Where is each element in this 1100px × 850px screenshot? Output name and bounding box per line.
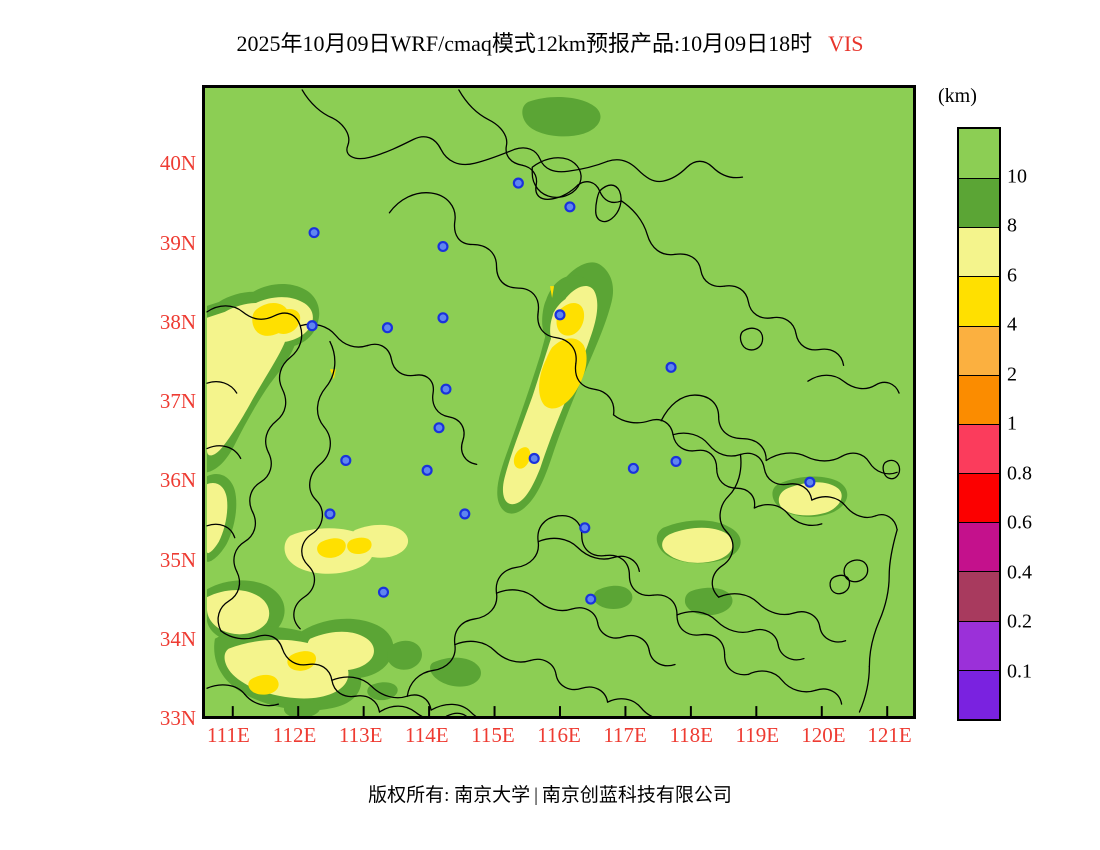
colorbar-tick-labels: 10 8 6 4 2 1 0.8 0.6 0.4 0.2 0.1 [1007,127,1097,721]
station-marker[interactable] [308,227,320,239]
station-marker[interactable] [377,586,390,598]
title-main-text: 2025年10月09日WRF/cmaq模式12km预报产品:10月09日18时 [236,31,813,56]
latitude-tick-38n: 38N [159,309,196,334]
longitude-tick-113e: 113E [338,723,383,747]
axis-ticks [231,706,889,716]
station-marker[interactable] [421,464,433,476]
colorbar-label-4: 4 [1007,313,1017,336]
station-marker[interactable] [804,476,816,488]
latitude-axis: 40N 39N 38N 37N 36N 35N 34N 33N [110,85,196,730]
longitude-tick-115e: 115E [471,723,515,747]
colorbar-label-0-2: 0.2 [1007,610,1032,633]
station-marker[interactable] [437,240,449,253]
latitude-tick-34n: 34N [159,626,196,651]
longitude-tick-117e: 117E [603,723,647,747]
colorbar-segment-6 [959,423,999,474]
longitude-tick-121e: 121E [867,723,912,747]
station-marker[interactable] [381,322,394,334]
station-marker[interactable] [528,452,540,465]
longitude-axis: 111E 112E 113E 114E 115E 116E 117E 118E 119E 120E… [202,723,916,757]
colorbar-label-8: 8 [1007,214,1017,237]
colorbar-label-0-6: 0.6 [1007,511,1032,534]
colorbar-label-6: 6 [1007,264,1017,286]
station-marker[interactable] [564,201,576,213]
latitude-tick-35n: 35N [159,547,196,572]
latitude-tick-39n: 39N [159,230,196,255]
colorbar-segment-10 [959,620,999,670]
colorbar-label-2: 2 [1007,363,1017,385]
longitude-tick-112e: 112E [272,723,317,747]
longitude-tick-114e: 114E [404,723,449,747]
colorbar [957,127,1001,721]
station-marker[interactable] [433,422,445,434]
colorbar-segment-1 [959,178,999,228]
footer-company-text: 南京创蓝科技有限公司 [541,785,732,806]
footer-separator: | [534,785,538,806]
station-marker[interactable] [554,309,566,321]
colorbar-label-1: 1 [1007,412,1017,435]
station-marker[interactable] [627,462,639,474]
latitude-tick-40n: 40N [159,151,196,176]
administrative-boundaries [206,89,901,716]
title-variable-label: VIS [828,31,864,56]
footer-copyright-text: 版权所有: 南京大学 [368,785,531,806]
station-marker[interactable] [665,361,677,373]
longitude-tick-119e: 119E [735,723,780,747]
station-marker[interactable] [579,522,591,534]
station-marker[interactable] [440,383,452,395]
longitude-tick-111e: 111E [207,723,250,747]
station-marker[interactable] [512,177,524,189]
longitude-tick-120e: 120E [801,723,846,747]
station-marker[interactable] [437,312,449,324]
page-title: 2025年10月09日WRF/cmaq模式12km预报产品:10月09日18时 V… [0,26,1100,58]
station-marker[interactable] [459,508,471,520]
colorbar-segment-11 [959,669,999,719]
footer-copyright: 版权所有: 南京大学 | 南京创蓝科技有限公司 [0,780,1100,807]
colorbar-segment-9 [959,571,999,621]
colorbar-segment-8 [959,522,999,572]
colorbar-unit-label: (km) [938,85,977,107]
station-marker[interactable] [670,455,682,467]
colorbar-segment-2 [959,227,999,277]
latitude-tick-36n: 36N [159,468,196,493]
colorbar-segment-7 [959,473,999,523]
station-marker[interactable] [306,320,318,332]
colorbar-segment-4 [959,325,999,375]
colorbar-label-10: 10 [1007,165,1027,187]
station-marker[interactable] [585,593,597,605]
forecast-map[interactable] [202,85,916,719]
colorbar-segment-5 [959,374,999,424]
colorbar-segment-3 [959,276,999,326]
colorbar-label-0-1: 0.1 [1007,660,1032,682]
latitude-tick-37n: 37N [159,389,196,413]
colorbar-label-0-4: 0.4 [1007,561,1032,583]
station-markers[interactable] [306,177,816,605]
latitude-tick-33n: 33N [159,706,196,730]
visibility-contour-map[interactable] [202,85,916,719]
station-marker[interactable] [340,454,352,466]
station-marker[interactable] [324,508,336,520]
colorbar-segment-0 [959,129,999,179]
colorbar-label-0-8: 0.8 [1007,462,1032,484]
longitude-tick-118e: 118E [669,723,713,747]
longitude-tick-116e: 116E [537,723,581,747]
